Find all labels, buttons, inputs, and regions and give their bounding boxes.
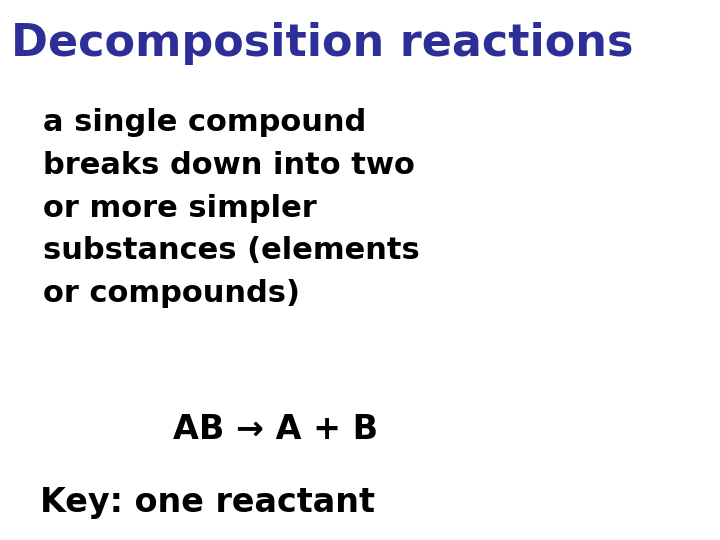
Text: Key: one reactant: Key: one reactant [40,486,374,519]
Text: AB → A + B: AB → A + B [173,413,378,446]
Text: a single compound
breaks down into two
or more simpler
substances (elements
or c: a single compound breaks down into two o… [43,108,420,308]
Text: Decomposition reactions: Decomposition reactions [11,22,634,65]
